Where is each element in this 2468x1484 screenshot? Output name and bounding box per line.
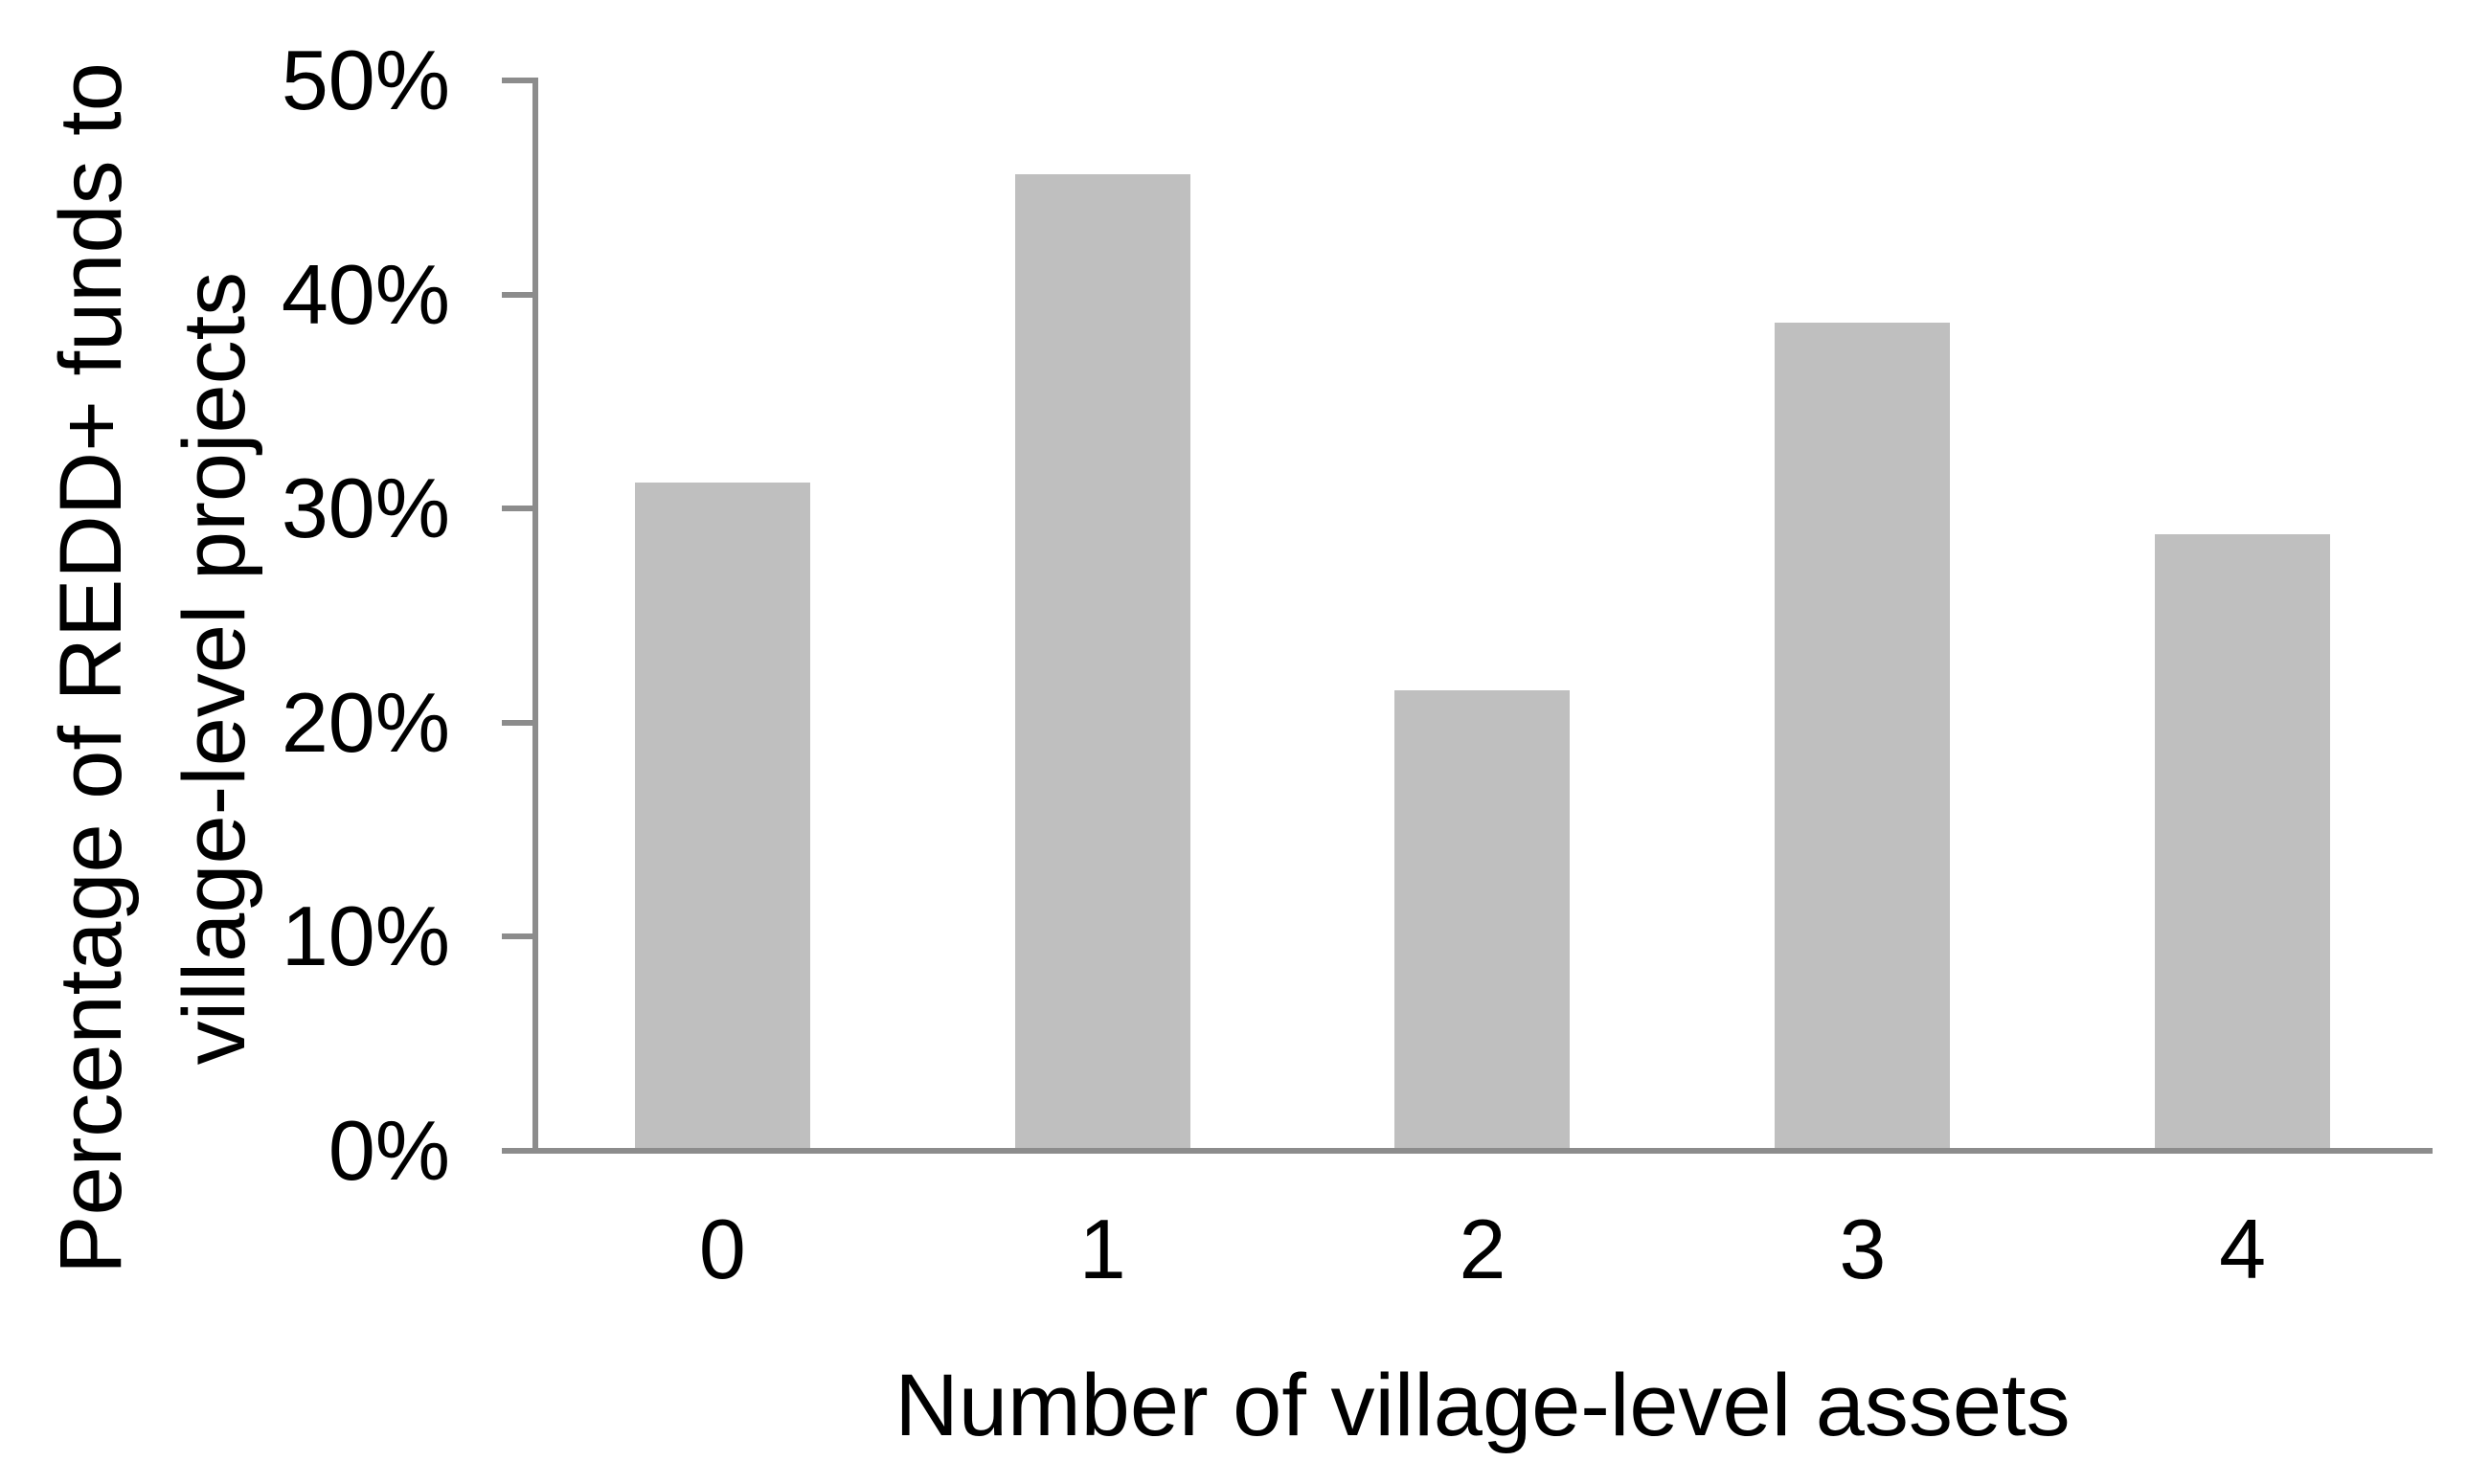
bar-slot bbox=[1672, 80, 2052, 1151]
x-tick-labels: 0 1 2 3 4 bbox=[532, 1197, 2433, 1302]
bar-slot bbox=[913, 80, 1293, 1151]
y-axis-tick bbox=[502, 933, 532, 940]
bar-slot bbox=[2052, 80, 2433, 1151]
bars-layer bbox=[532, 80, 2433, 1151]
plot-area bbox=[502, 78, 2433, 1154]
x-axis-line bbox=[502, 1148, 2433, 1154]
y-axis-tick bbox=[502, 78, 532, 83]
bar-slot bbox=[532, 80, 913, 1151]
bar-slot bbox=[1293, 80, 1673, 1151]
x-axis-tick-label: 4 bbox=[2219, 1202, 2267, 1296]
x-axis-tick-label: 0 bbox=[698, 1202, 746, 1296]
y-axis-tick bbox=[502, 291, 532, 298]
y-axis-tick-label: 10% bbox=[281, 888, 450, 984]
bar-category-0 bbox=[634, 483, 810, 1151]
bar-category-4 bbox=[2155, 534, 2331, 1151]
y-axis-tick-label: 0% bbox=[328, 1103, 450, 1198]
bar-category-1 bbox=[1014, 174, 1190, 1151]
bar-category-2 bbox=[1394, 690, 1571, 1151]
x-axis-tick-label: 2 bbox=[1459, 1202, 1506, 1296]
x-axis-title: Number of village-level assets bbox=[894, 1357, 2071, 1454]
y-axis-tick-label: 20% bbox=[281, 674, 450, 770]
y-axis-tick-label: 50% bbox=[281, 33, 450, 127]
y-axis-tick bbox=[502, 1148, 532, 1154]
y-axis-line bbox=[532, 78, 538, 1154]
y-axis-tick bbox=[502, 506, 532, 512]
y-axis-tick-label: 40% bbox=[281, 246, 450, 342]
y-axis-tick bbox=[502, 719, 532, 726]
x-axis-tick-label: 3 bbox=[1839, 1202, 1887, 1296]
y-axis-tick-label: 30% bbox=[281, 461, 450, 556]
bar-category-3 bbox=[1775, 322, 1951, 1151]
x-axis-tick-label: 1 bbox=[1078, 1202, 1126, 1296]
